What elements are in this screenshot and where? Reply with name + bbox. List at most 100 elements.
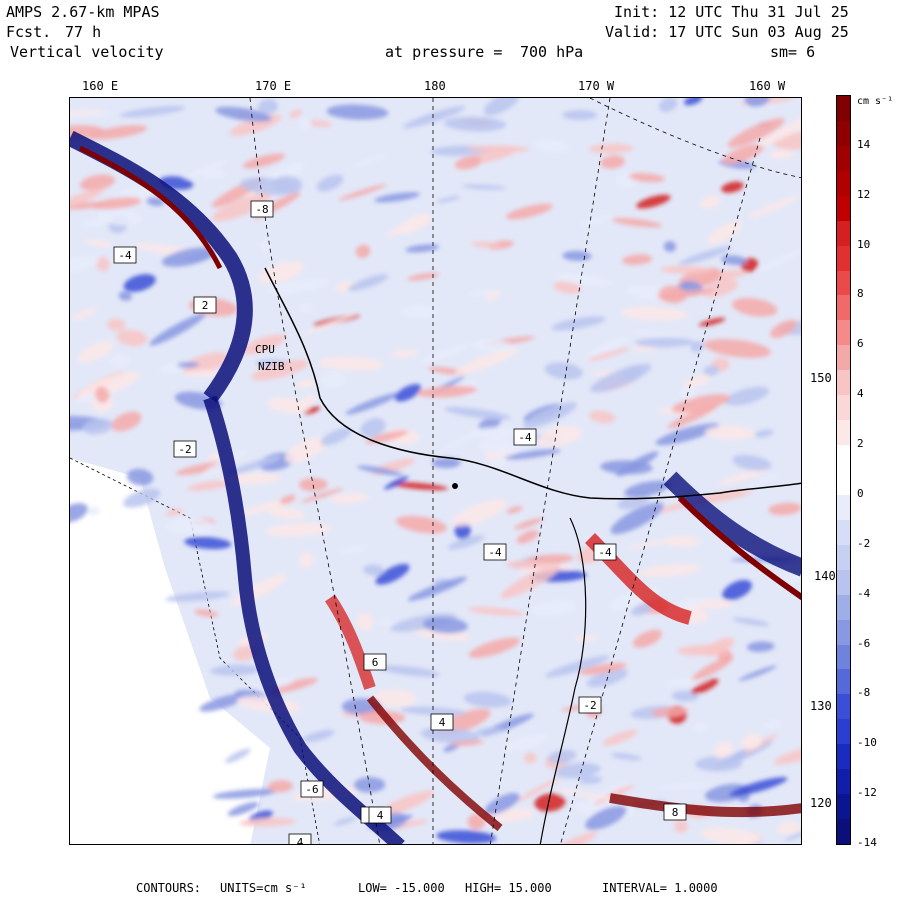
footer-contours-label: CONTOURS: [136,881,202,895]
velocity-cell [211,193,271,222]
velocity-cell [769,149,793,159]
velocity-cell [77,341,114,363]
velocity-cell [621,306,688,321]
extremum-box [113,246,137,264]
velocity-cell [738,665,777,681]
extremum-box [250,200,274,218]
velocity-cell [225,455,282,476]
colorbar-tick-label: -12 [857,786,877,800]
colorbar-tick-label: -8 [857,686,871,700]
velocity-cell [82,418,114,435]
velocity-cell [379,665,440,677]
velocity-cell [691,678,719,694]
colorbar-tick-label: 2 [857,437,864,451]
velocity-cell [531,599,577,617]
colorbar-tick-label: 8 [857,287,864,301]
velocity-cell [741,734,763,750]
colorbar-units: cm s⁻¹ [857,96,894,107]
velocity-cell [268,677,318,694]
velocity-cell [165,517,214,535]
velocity-cell [698,317,726,327]
velocity-cell [516,530,539,544]
velocity-cell [578,215,613,227]
footer-units: UNITS=cm s⁻¹ [220,881,307,895]
velocity-cell [547,749,577,764]
colorbar-segment [837,470,850,496]
velocity-cell [744,98,770,107]
velocity-cell [514,517,544,530]
velocity-cell [664,536,701,547]
velocity-cell [719,469,769,484]
colorbar-segment [837,145,850,172]
velocity-cell [373,689,417,707]
velocity-cell [405,244,440,253]
colorbar-segment [837,320,850,346]
velocity-cell [258,98,278,115]
velocity-cell [123,274,156,292]
velocity-cell [268,507,306,519]
colorbar-tick-label: 4 [857,387,864,401]
velocity-cell [544,362,583,380]
velocity-cell [360,418,386,438]
velocity-cell [400,304,440,319]
velocity-cell [579,662,627,675]
velocity-cell [241,334,286,355]
velocity-cell [70,503,88,523]
velocity-cell [489,456,511,467]
velocity-cell [555,762,601,779]
velocity-cell [692,656,734,681]
velocity-cell [451,499,507,527]
extremum-value: -4 [518,431,532,444]
colorbar-segment [837,569,850,596]
velocity-cell [722,144,764,165]
velocity-cell [551,316,606,331]
velocity-cell [729,777,788,797]
colorbar-segment [837,619,850,646]
velocity-cell [183,352,229,375]
velocity-cell [450,740,485,746]
velocity-cell [671,394,731,413]
velocity-cell [422,617,468,634]
velocity-cell [749,195,799,218]
velocity-cell [454,348,519,375]
velocity-cell [468,637,521,658]
velocity-cell [585,805,627,830]
velocity-cell [303,406,321,415]
velocity-cell [484,792,520,815]
lon-label-160e: 160 E [82,79,119,93]
velocity-cell [727,118,785,148]
colorbar-segment [837,270,850,296]
velocity-cell [88,125,148,140]
station-marker [452,483,458,489]
ice-shelf-edge [539,517,587,844]
init-time: Init: 12 UTC Thu 31 Jul 25 [614,3,849,21]
velocity-cell [756,248,801,273]
velocity-cell [721,181,744,193]
model-title: AMPS 2.67-km MPAS [6,3,160,21]
colorbar-segment [837,96,850,122]
velocity-cell [378,790,434,817]
velocity-cell [173,159,229,185]
velocity-cell [704,783,750,803]
velocity-cell [587,347,630,362]
velocity-cell [118,291,133,301]
velocity-cell [407,576,468,602]
velocity-cell [504,449,561,460]
extremum-value: 2 [202,299,209,312]
velocity-cell [353,153,389,167]
velocity-cell [208,452,222,462]
velocity-cell [505,203,553,220]
velocity-cell [466,145,530,153]
velocity-cell [215,106,272,122]
colorbar [836,95,851,845]
velocity-cell [500,564,561,599]
colorbar-tick-label: 14 [857,137,871,151]
meridian-170w [489,98,611,844]
velocity-cell [301,488,344,503]
colorbar-segment [837,769,850,795]
velocity-cell [600,460,653,475]
colorbar-segment [837,669,850,695]
velocity-cell [501,734,549,752]
